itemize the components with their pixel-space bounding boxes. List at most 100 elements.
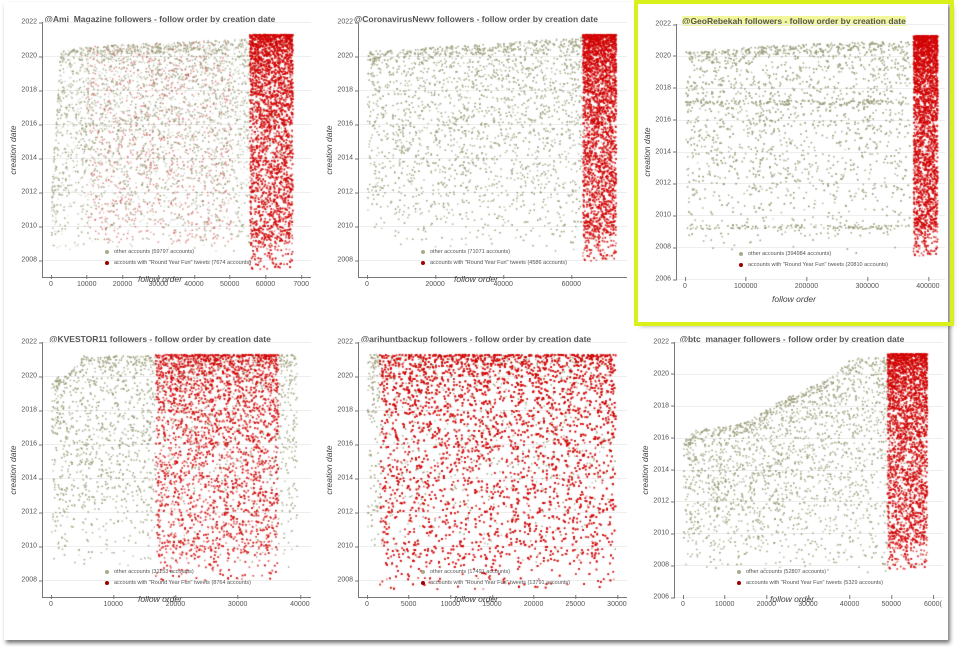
legend: other accounts (52807 accounts) accounts …: [737, 567, 883, 589]
plot-area: creation date 2022 2020 2018 2016 2014 2012 201…: [8, 339, 311, 608]
y-tick-label: 2016: [329, 441, 359, 448]
y-tick-label: 2016: [13, 121, 43, 128]
x-tick-label: 20000: [756, 595, 777, 608]
panel-title: @GeoRebekah followers - follow order by …: [638, 16, 950, 26]
legend-label: other accounts (52807 accounts): [746, 569, 827, 575]
y-axis-label: creation date: [323, 444, 334, 495]
x-tick-label: 15000: [482, 595, 502, 608]
x-axis-label: follow order: [454, 274, 498, 284]
x-tick-label: 0: [49, 595, 53, 608]
plot-area: creation date 2022 2020 2018 2016 2014 2012 201…: [324, 19, 627, 288]
scatter-points: [43, 22, 311, 277]
legend-label: accounts with "Round Year Fun" tweets (4…: [430, 260, 567, 266]
scatter-points: [359, 22, 627, 277]
y-tick-label: 2012: [13, 189, 43, 196]
y-tick-label: 2018: [329, 87, 359, 94]
y-tick-label: 2010: [13, 543, 43, 550]
legend-marker-round-year-fun-icon: [421, 580, 425, 585]
x-tick-label: 30000: [227, 595, 248, 608]
y-tick-label: 2012: [329, 509, 359, 516]
y-tick-label: 2012: [647, 180, 677, 187]
legend-label: accounts with "Round Year Fun" tweets (7…: [114, 260, 251, 266]
legend-label: accounts with "Round Year Fun" tweets (1…: [430, 580, 570, 586]
legend: other accounts (59797 accounts) accounts …: [105, 247, 251, 269]
x-tick-label: 30000: [148, 275, 168, 288]
y-tick-label: 2020: [13, 53, 43, 60]
x-tick-label: 20000: [523, 595, 544, 608]
y-tick-label: 2016: [645, 434, 675, 441]
panel-title: @btc_manager followers - follow order by…: [679, 334, 905, 344]
panel-georebekah-highlighted: @GeoRebekah followers - follow order by …: [634, 0, 954, 326]
y-tick-label: 2014: [13, 155, 43, 162]
scatter-points: [675, 342, 943, 597]
legend-label: other accounts (17491 accounts): [430, 569, 511, 575]
y-tick-label: 2020: [647, 52, 677, 59]
legend: other accounts (31153 accounts) accounts …: [105, 567, 251, 589]
legend-marker-round-year-fun-icon: [105, 580, 109, 585]
panel-btc-manager: @btc_manager followers - follow order by…: [636, 322, 948, 638]
plot-area: creation date 2022 2020 2018 2016 2014 2012 201…: [324, 339, 627, 608]
legend-item-round-year-fun: accounts with "Round Year Fun" tweets (1…: [421, 578, 570, 589]
y-tick-label: 2010: [647, 212, 677, 219]
panel-ami-magazine: @Ami_Magazine followers - follow order b…: [4, 2, 316, 318]
x-tick-label: 40000: [184, 275, 204, 288]
legend-marker-other-icon: [737, 569, 741, 574]
plot-area: creation date 2022 2020 2018 2016 2014 2012 201…: [642, 21, 945, 290]
y-tick-label: 2020: [645, 370, 675, 377]
legend-label: accounts with "Round Year Fun" tweets (5…: [746, 580, 883, 586]
x-axis-label: follow order: [772, 294, 816, 304]
y-tick-label: 2020: [13, 373, 43, 380]
y-tick-label: 2008: [329, 577, 359, 584]
y-tick-label: 2018: [13, 407, 43, 414]
y-tick-label: 2016: [329, 121, 359, 128]
legend-label: other accounts (59797 accounts): [114, 249, 195, 255]
y-tick-label: 2022: [329, 19, 359, 26]
y-tick-label: 2018: [645, 402, 675, 409]
x-tick-label: 300000: [855, 277, 879, 290]
x-tick-label: 20000: [425, 275, 445, 288]
legend-label: other accounts (31153 accounts): [114, 569, 194, 575]
panel-title: @KVESTOR11 followers - follow order by c…: [49, 334, 271, 344]
y-tick-label: 2014: [13, 475, 43, 482]
y-tick-label: 2008: [13, 577, 43, 584]
legend-item-other: other accounts (17491 accounts): [421, 567, 570, 578]
y-tick-label: 2014: [645, 466, 675, 473]
y-tick-label: 2010: [13, 223, 43, 230]
x-tick-label: 10000: [103, 595, 123, 608]
x-tick-label: 100000: [734, 277, 758, 290]
y-tick-label: 2008: [329, 257, 359, 264]
legend-marker-other-icon: [739, 251, 743, 256]
legend-item-other: other accounts (52807 accounts): [737, 567, 883, 578]
title-highlight: @GeoRebekah followers - follow order by …: [682, 16, 906, 26]
y-tick-label: 2010: [329, 223, 359, 230]
x-tick-label: 400000: [916, 277, 940, 290]
y-tick-label: 2022: [647, 21, 677, 28]
y-tick-label: 2014: [329, 155, 359, 162]
y-tick-label: 2012: [13, 509, 43, 516]
x-tick-label: 40000: [839, 595, 860, 608]
y-tick-label: 2006: [645, 594, 675, 601]
legend-marker-other-icon: [105, 249, 109, 254]
legend-item-round-year-fun: accounts with "Round Year Fun" tweets (4…: [421, 258, 567, 269]
legend: other accounts (71071 accounts) accounts …: [421, 247, 567, 269]
legend-label: accounts with "Round Year Fun" tweets (8…: [114, 580, 251, 586]
x-tick-label: 25000: [565, 595, 585, 608]
x-axis-label: follow order: [138, 274, 182, 284]
y-tick-label: 2014: [647, 148, 677, 155]
y-tick-label: 2008: [647, 244, 677, 251]
plot-area: creation date 2022 2020 2018 2016 2014 2012 201…: [8, 19, 311, 288]
legend-marker-other-icon: [421, 249, 425, 254]
legend-marker-round-year-fun-icon: [105, 260, 109, 265]
legend-marker-round-year-fun-icon: [421, 260, 425, 265]
x-axis-label: follow order: [454, 594, 498, 604]
legend-label: other accounts (394984 accounts): [748, 251, 832, 257]
x-tick-label: 10000: [77, 275, 97, 288]
y-axis-label: creation date: [323, 124, 334, 175]
y-tick-label: 2012: [645, 498, 675, 505]
x-tick-label: 0: [49, 275, 53, 288]
panel-title: @Ami_Magazine followers - follow order b…: [44, 14, 276, 24]
x-tick-label: 20000: [165, 595, 186, 608]
x-tick-label: 50000: [881, 595, 901, 608]
legend-marker-other-icon: [421, 569, 425, 574]
y-tick-label: 2006: [647, 276, 677, 283]
